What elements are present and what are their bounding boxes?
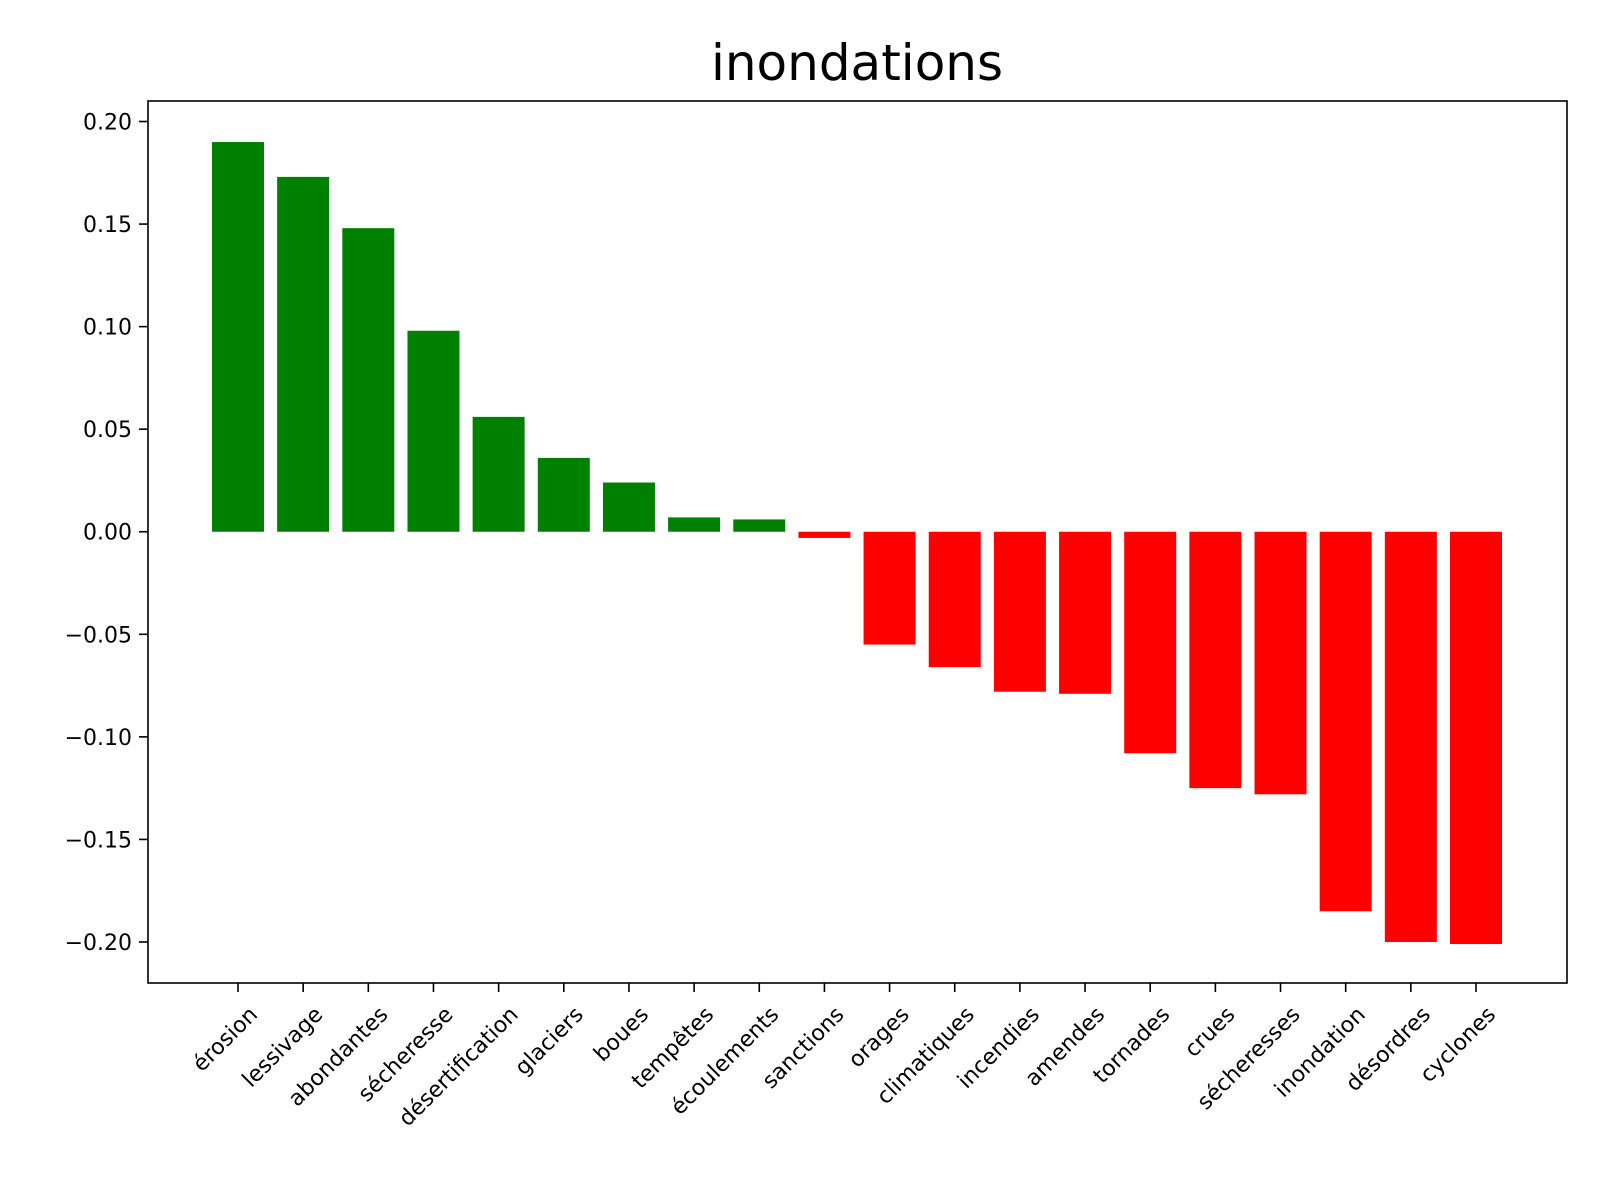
- bar-1: [212, 142, 264, 532]
- bar-12: [928, 531, 981, 668]
- bars-group: [212, 142, 1502, 945]
- x-tick-label: boues: [589, 1002, 654, 1067]
- y-tick-label: −0.05: [65, 623, 132, 648]
- y-tick-label: −0.15: [65, 828, 132, 853]
- bar-15: [1124, 531, 1177, 754]
- bar-17: [1254, 531, 1307, 795]
- x-axis: érosionlessivageabondantessécheressedése…: [188, 983, 1501, 1132]
- y-tick-label: 0.20: [83, 111, 132, 136]
- chart-title: inondations: [711, 34, 1003, 92]
- bar-20: [1450, 531, 1502, 945]
- bar-6: [537, 457, 590, 532]
- plot-frame: [147, 100, 1568, 984]
- x-tick-label: crues: [1180, 1002, 1240, 1062]
- y-axis: 0.20 0.15 0.10 0.05 0.00 −0.05 −0.10 −0.15 −0.20: [65, 111, 148, 956]
- bar-2: [277, 176, 330, 532]
- bar-9: [733, 519, 786, 532]
- x-tick-label: désertification: [394, 1002, 523, 1131]
- y-tick-label: 0.05: [83, 418, 132, 443]
- bar-19: [1384, 531, 1437, 942]
- y-tick-label: 0.15: [83, 213, 132, 238]
- bar-8: [668, 517, 721, 532]
- bar-5: [472, 416, 525, 532]
- bar-18: [1319, 531, 1372, 912]
- bar-7: [602, 482, 655, 532]
- bar-3: [342, 228, 395, 532]
- bar-4: [407, 330, 460, 532]
- x-tick-label: glaciers: [510, 1002, 588, 1080]
- bar-10: [798, 531, 851, 538]
- bar-13: [993, 531, 1046, 692]
- y-tick-label: 0.10: [83, 316, 132, 341]
- y-tick-label: −0.20: [65, 931, 132, 956]
- bar-14: [1059, 531, 1112, 694]
- y-tick-label: −0.10: [65, 726, 132, 751]
- y-tick-label: 0.00: [83, 521, 132, 546]
- bar-11: [863, 531, 916, 645]
- bar-16: [1189, 531, 1242, 789]
